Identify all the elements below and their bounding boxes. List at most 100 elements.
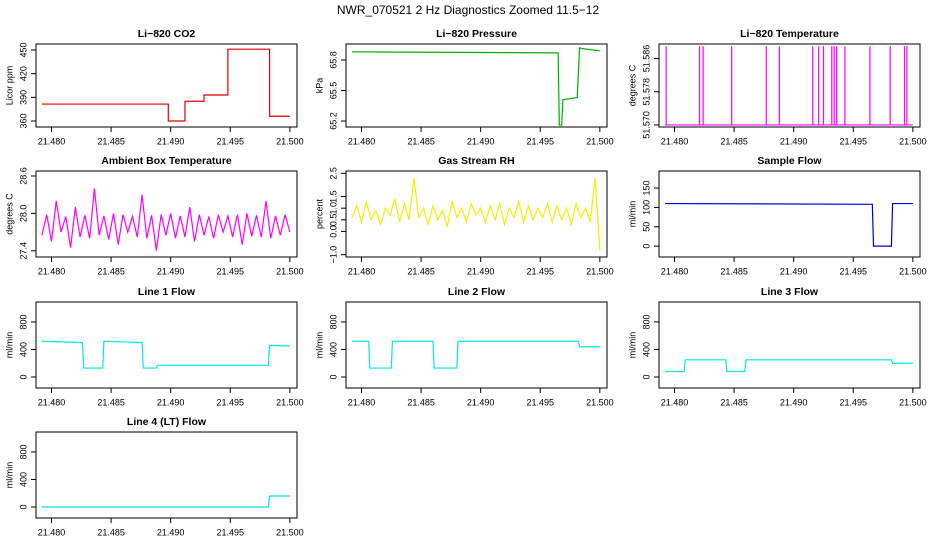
x-tick-label: 21.485: [720, 266, 748, 276]
y-axis-label: ml/min: [627, 201, 637, 228]
x-tick-label: 21.485: [407, 397, 435, 407]
y-tick-label: 100: [641, 200, 651, 215]
data-line: [351, 340, 600, 369]
x-tick-label: 21.480: [661, 136, 689, 146]
y-tick-label: 27.4: [18, 242, 28, 260]
plot-frame: [35, 170, 298, 258]
y-tick-label: 0: [18, 504, 28, 509]
x-tick-label: 21.500: [276, 527, 304, 537]
y-tick-label: 65.2: [328, 112, 338, 130]
x-tick-label: 21.495: [216, 136, 244, 146]
x-tick-label: 21.500: [899, 397, 927, 407]
y-axis-label: ml/min: [627, 332, 637, 359]
y-tick-label: 0: [641, 244, 651, 249]
y-tick-label: 400: [18, 342, 28, 357]
y-axis-label: ml/min: [4, 462, 14, 489]
y-tick-label: 390: [18, 90, 28, 105]
x-tick-label: 21.480: [38, 266, 66, 276]
x-tick-label: 21.485: [97, 266, 125, 276]
y-tick-label: 450: [18, 42, 28, 57]
y-tick-label: 800: [18, 444, 28, 459]
data-line: [664, 359, 913, 373]
panel-title: Li−820 CO2: [138, 28, 196, 40]
y-tick-label: 65.8: [328, 51, 338, 69]
y-axis-label: ml/min: [314, 332, 324, 359]
x-tick-label: 21.500: [586, 136, 614, 146]
y-tick-label: 400: [641, 342, 651, 357]
y-tick-label: 800: [328, 314, 338, 329]
x-tick-label: 21.480: [348, 397, 376, 407]
plot-frame: [35, 301, 298, 389]
y-tick-label: 28.6: [18, 167, 28, 185]
x-tick-label: 21.485: [97, 397, 125, 407]
x-tick-label: 21.480: [661, 397, 689, 407]
x-tick-label: 21.480: [348, 266, 376, 276]
y-tick-label: 0.0: [328, 225, 338, 238]
y-axis-label: degrees C: [4, 193, 14, 235]
x-tick-label: 21.480: [348, 136, 376, 146]
x-tick-label: 21.490: [157, 136, 185, 146]
x-tick-label: 21.490: [780, 397, 808, 407]
x-tick-label: 21.495: [526, 136, 554, 146]
y-tick-label: 0.5: [328, 214, 338, 227]
page-title: NWR_070521 2 Hz Diagnostics Zoomed 11.5−…: [337, 3, 600, 17]
y-tick-label: 50: [641, 222, 651, 232]
data-line: [351, 177, 601, 251]
plot-frame: [345, 170, 608, 258]
x-tick-label: 21.480: [38, 397, 66, 407]
y-tick-label: 1.0: [328, 202, 338, 215]
plot-frame: [35, 431, 298, 519]
y-tick-label: 0: [328, 374, 338, 379]
x-tick-label: 21.495: [526, 266, 554, 276]
y-tick-label: 360: [18, 113, 28, 128]
x-tick-label: 21.490: [780, 136, 808, 146]
plot-frame: [658, 43, 921, 128]
y-tick-label: 0: [641, 374, 651, 379]
plot-frame: [345, 301, 608, 389]
y-tick-label: 400: [18, 472, 28, 487]
data-line: [664, 202, 913, 247]
x-tick-label: 21.490: [467, 266, 495, 276]
x-tick-label: 21.480: [38, 527, 66, 537]
y-tick-label: 0: [18, 374, 28, 379]
x-tick-label: 21.490: [157, 397, 185, 407]
x-tick-label: 21.500: [276, 397, 304, 407]
y-axis-label: degrees C: [627, 64, 637, 106]
plot-frame: [35, 43, 298, 128]
data-line: [41, 340, 290, 369]
y-tick-label: 51.578: [641, 78, 651, 106]
data-line: [41, 495, 290, 508]
x-tick-label: 21.495: [839, 266, 867, 276]
panel-title: Li−820 Pressure: [436, 28, 517, 40]
panel-title: Gas Stream RH: [438, 155, 514, 167]
panel-title: Line 3 Flow: [761, 286, 819, 298]
y-tick-label: −1.0: [328, 246, 338, 264]
y-axis-label: kPa: [314, 78, 324, 94]
x-tick-label: 21.495: [839, 136, 867, 146]
x-tick-label: 21.485: [720, 136, 748, 146]
x-tick-label: 21.485: [720, 397, 748, 407]
x-tick-label: 21.495: [216, 527, 244, 537]
y-axis-label: ml/min: [4, 332, 14, 359]
x-tick-label: 21.495: [216, 266, 244, 276]
panel-title: Li−820 Temperature: [740, 28, 839, 40]
y-tick-label: 51.570: [641, 111, 651, 139]
y-tick-label: 420: [18, 66, 28, 81]
x-tick-label: 21.500: [276, 266, 304, 276]
x-tick-label: 21.490: [467, 397, 495, 407]
y-tick-label: 51.586: [641, 45, 651, 73]
data-line: [41, 48, 290, 122]
panel-title: Line 1 Flow: [138, 286, 196, 298]
y-tick-label: 800: [18, 314, 28, 329]
data-line: [664, 46, 913, 126]
x-tick-label: 21.485: [407, 266, 435, 276]
x-tick-label: 21.495: [216, 397, 244, 407]
panel-title: Line 4 (LT) Flow: [127, 416, 207, 428]
y-tick-label: 1.5: [328, 190, 338, 203]
x-tick-label: 21.480: [661, 266, 689, 276]
x-tick-label: 21.490: [467, 136, 495, 146]
x-tick-label: 21.480: [38, 136, 66, 146]
y-tick-label: 65.5: [328, 82, 338, 100]
